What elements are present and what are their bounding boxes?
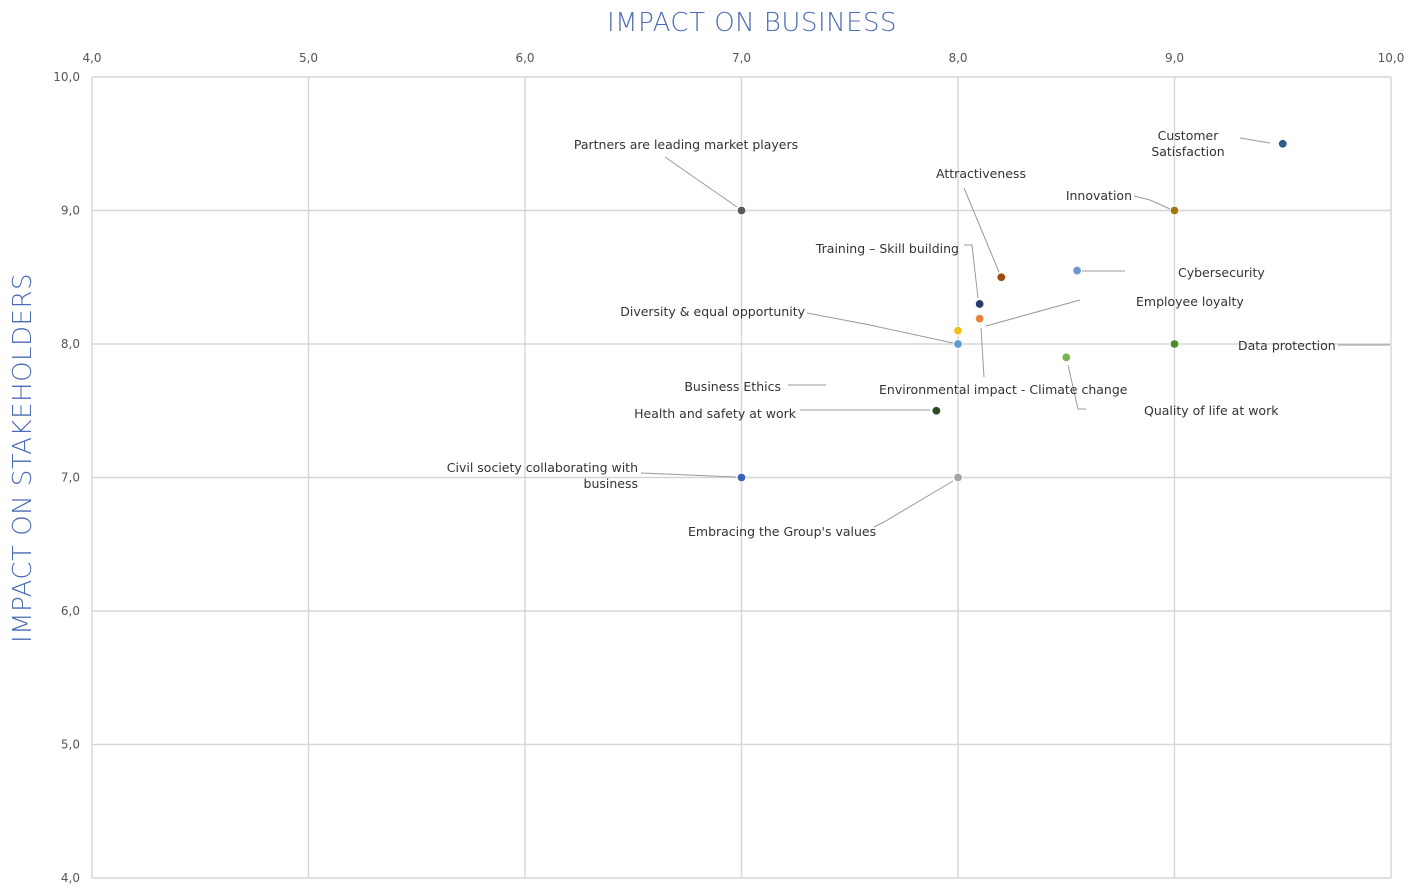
leader-line — [1133, 195, 1171, 210]
point-label: Quality of life at work — [1144, 403, 1279, 418]
label-leader-lines — [640, 137, 1390, 528]
leader-line — [1067, 364, 1086, 410]
leader-line — [980, 327, 985, 378]
y-axis-title: IMPACT ON STAKEHOLDERS — [8, 273, 38, 643]
x-tick-label: 7,0 — [732, 51, 751, 65]
point-label: Employee loyalty — [1136, 294, 1244, 309]
point-label: Diversity & equal opportunity — [620, 304, 805, 319]
leader-line — [1239, 137, 1271, 144]
y-tick-label: 7,0 — [61, 471, 80, 485]
y-tick-label: 4,0 — [61, 871, 80, 885]
x-tick-label: 6,0 — [515, 51, 534, 65]
data-point — [953, 472, 963, 483]
leader-line — [664, 156, 738, 208]
point-label: Innovation — [1066, 188, 1132, 203]
data-point — [974, 299, 985, 309]
x-tick-label: 5,0 — [299, 51, 318, 65]
x-tick-label: 8,0 — [948, 51, 967, 65]
data-point — [1072, 265, 1082, 276]
data-points — [736, 139, 1288, 483]
y-tick-label: 5,0 — [61, 738, 80, 752]
x-axis-title: IMPACT ON BUSINESS — [607, 8, 897, 38]
point-label: Embracing the Group's values — [688, 524, 876, 539]
data-point — [1278, 139, 1288, 149]
point-label: Civil society collaborating with business — [447, 460, 638, 491]
data-point — [736, 472, 747, 483]
x-tick-label: 4,0 — [82, 51, 101, 65]
y-tick-label: 9,0 — [61, 204, 80, 218]
data-point — [736, 205, 747, 216]
point-labels: Customer Satisfaction Partners are leading… — [447, 128, 1336, 539]
leader-line — [963, 187, 1000, 273]
y-tick-label: 8,0 — [61, 337, 80, 351]
point-label: Cybersecurity — [1178, 265, 1265, 280]
point-label: Business Ethics — [684, 379, 781, 394]
leader-line — [640, 472, 737, 478]
x-tick-label: 9,0 — [1165, 51, 1184, 65]
data-point — [974, 313, 985, 324]
data-point — [953, 325, 963, 336]
point-label: Health and safety at work — [634, 406, 797, 421]
data-point — [1169, 339, 1180, 349]
x-tick-label: 10,0 — [1378, 51, 1405, 65]
leader-line — [964, 244, 979, 299]
axis-ticks: 4,0 5,0 6,0 7,0 8,0 9,0 10,04,05,06,07,08,09,0… — [53, 51, 1404, 885]
data-point — [996, 272, 1007, 282]
point-label: Data protection — [1238, 338, 1336, 353]
point-label: Attractiveness — [936, 166, 1026, 181]
data-point — [953, 339, 963, 349]
leader-line — [873, 480, 954, 528]
data-point — [931, 406, 942, 416]
leader-line — [806, 312, 954, 344]
y-tick-label: 6,0 — [61, 604, 80, 618]
point-label: Customer Satisfaction — [1151, 128, 1224, 159]
point-label: Training – Skill building — [815, 241, 959, 256]
point-label: Partners are leading market players — [574, 137, 798, 152]
point-label: Environmental impact - Climate change — [879, 382, 1128, 397]
data-point — [1169, 205, 1180, 216]
leader-line — [985, 299, 1081, 327]
data-point — [1061, 352, 1071, 363]
y-tick-label: 10,0 — [53, 70, 80, 84]
